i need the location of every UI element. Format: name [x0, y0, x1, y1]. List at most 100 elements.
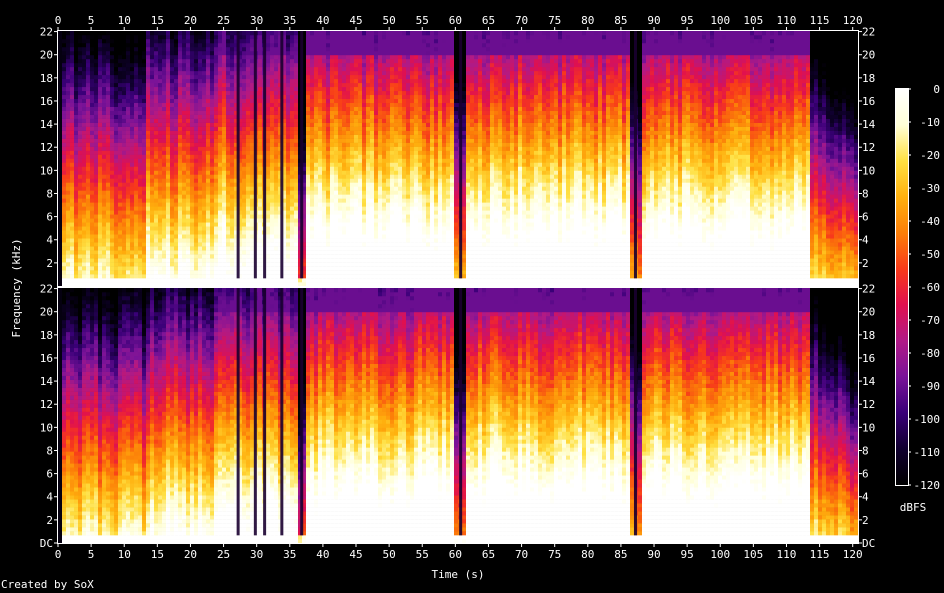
- spectrogram-cell: [342, 262, 347, 267]
- spectrogram-cell: [238, 82, 243, 88]
- spectrogram-cell: [358, 110, 363, 115]
- spectrogram-cell: [310, 254, 315, 259]
- spectrogram-cell: [166, 230, 171, 235]
- spectrogram-cell: [190, 126, 195, 131]
- spectrogram-cell: [130, 114, 135, 119]
- spectrogram-cell: [238, 114, 243, 119]
- spectrogram-cell: [162, 142, 167, 147]
- spectrogram-cell: [258, 38, 263, 44]
- spectrogram-cell: [282, 142, 287, 147]
- spectrogram-cell: [202, 246, 207, 251]
- spectrogram-cell: [74, 50, 79, 56]
- spectrogram-cell: [66, 230, 71, 235]
- spectrogram-cell: [366, 258, 371, 263]
- spectrogram-cell: [86, 214, 91, 219]
- spectrogram-cell: [102, 166, 107, 171]
- spectrogram-cell: [222, 174, 227, 179]
- spectrogram-cell: [350, 54, 355, 60]
- spectrogram-cell: [82, 174, 87, 179]
- spectrogram-cell: [202, 118, 207, 123]
- spectrogram-cell: [74, 154, 79, 159]
- spectrogram-cell: [346, 166, 351, 171]
- spectrogram-cell: [334, 242, 339, 247]
- spectrogram-cell: [130, 90, 135, 96]
- spectrogram-cell: [90, 150, 95, 155]
- spectrogram-cell: [114, 174, 119, 179]
- spectrogram-cell: [318, 238, 323, 243]
- spectrogram-cell: [122, 234, 127, 239]
- spectrogram-cell: [266, 170, 271, 175]
- spectrogram-cell: [322, 134, 327, 139]
- spectrogram-cell: [214, 114, 219, 119]
- spectrogram-cell: [250, 62, 255, 68]
- spectrogram-cell: [170, 202, 175, 207]
- spectrogram-cell: [190, 78, 195, 84]
- spectrogram-cell: [234, 70, 239, 76]
- spectrogram-cell: [78, 218, 83, 223]
- spectrogram-cell: [158, 262, 163, 267]
- spectrogram-cell: [146, 230, 151, 235]
- spectrogram-cell: [90, 31, 95, 36]
- spectrogram-cell: [238, 246, 243, 251]
- spectrogram-cell: [78, 94, 83, 100]
- spectrogram-cell: [178, 34, 183, 40]
- spectrogram-cell: [358, 174, 363, 179]
- spectrogram-cell: [242, 86, 247, 92]
- spectrogram-cell: [202, 62, 207, 68]
- spectrogram-cell: [330, 226, 335, 231]
- spectrogram-cell: [174, 234, 179, 239]
- spectrogram-cell: [182, 198, 187, 203]
- spectrogram-cell: [114, 226, 119, 231]
- spectrogram-cell: [306, 262, 311, 267]
- spectrogram-cell: [182, 278, 187, 283]
- spectrogram-cell: [354, 34, 359, 40]
- spectrogram-cell: [82, 162, 87, 167]
- spectrogram-cell: [354, 110, 359, 115]
- spectrogram-cell: [290, 250, 295, 255]
- spectrogram-cell: [298, 130, 303, 135]
- spectrogram-cell: [226, 126, 231, 131]
- spectrogram-cell: [134, 106, 139, 111]
- spectrogram-cell: [106, 142, 111, 147]
- spectrogram-cell: [70, 82, 75, 88]
- spectrogram-cell: [78, 134, 83, 139]
- spectrogram-cell: [258, 86, 263, 92]
- spectrogram-cell: [270, 270, 275, 275]
- spectrogram-cell: [226, 234, 231, 239]
- spectrogram-cell: [358, 86, 363, 92]
- spectrogram-cell: [98, 198, 103, 203]
- spectrogram-cell: [222, 122, 227, 127]
- spectrogram-cell: [98, 90, 103, 96]
- spectrogram-cell: [350, 162, 355, 167]
- spectrogram-cell: [138, 106, 143, 111]
- spectrogram-cell: [230, 90, 235, 96]
- spectrogram-cell: [318, 46, 323, 52]
- spectrogram-cell: [58, 50, 63, 56]
- spectrogram-cell: [322, 178, 327, 183]
- spectrogram-cell: [330, 94, 335, 100]
- spectrogram-cell: [358, 146, 363, 151]
- spectrogram-cell: [94, 254, 99, 259]
- spectrogram-cell: [122, 82, 127, 88]
- spectrogram-cell: [58, 114, 63, 119]
- spectrogram-cell: [86, 182, 91, 187]
- spectrogram-cell: [178, 234, 183, 239]
- spectrogram-cell: [142, 142, 147, 147]
- spectrogram-cell: [86, 170, 91, 175]
- spectrogram-cell: [202, 70, 207, 76]
- spectrogram-cell: [242, 198, 247, 203]
- spectrogram-cell: [282, 78, 287, 84]
- spectrogram-cell: [238, 134, 243, 139]
- spectrogram-cell: [122, 90, 127, 96]
- spectrogram-cell: [94, 94, 99, 100]
- spectrogram-cell: [186, 110, 191, 115]
- spectrogram-cell: [110, 222, 115, 227]
- spectrogram-cell: [362, 62, 367, 68]
- spectrogram-cell: [250, 126, 255, 131]
- spectrogram-cell: [90, 262, 95, 267]
- spectrogram-cell: [194, 42, 199, 48]
- spectrogram-cell: [186, 134, 191, 139]
- spectrogram-cell: [186, 150, 191, 155]
- spectrogram-cell: [102, 98, 107, 104]
- spectrogram-cell: [358, 194, 363, 199]
